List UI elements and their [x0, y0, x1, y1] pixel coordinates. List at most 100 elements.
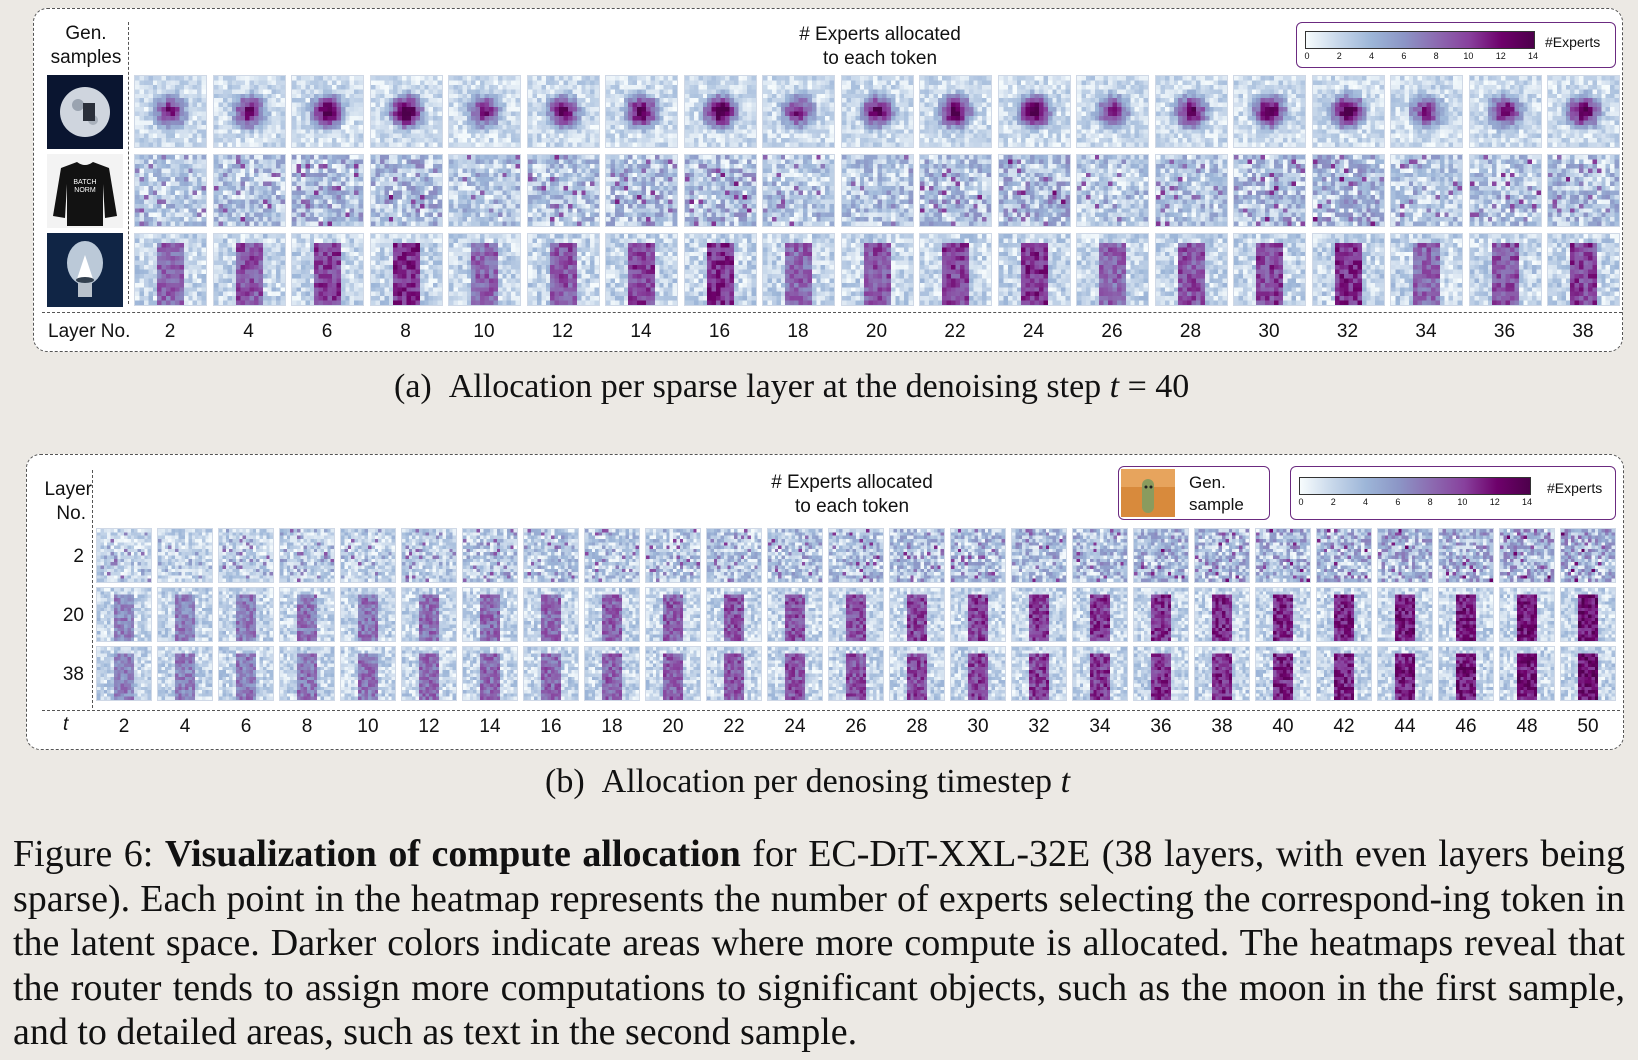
colorbar-title: #Experts	[1545, 34, 1600, 50]
heatmap-cell	[1390, 154, 1463, 227]
layer-tick: 18	[778, 320, 818, 344]
heatmap-cell	[1076, 233, 1149, 306]
heatmap-cell	[291, 154, 364, 227]
heatmap-cell	[340, 587, 396, 642]
heatmap-cell	[1377, 646, 1433, 701]
heatmap-cell	[950, 646, 1006, 701]
heatmap-cell	[1390, 75, 1463, 148]
heatmap-cell	[1133, 528, 1189, 583]
heatmap-cell	[369, 75, 443, 148]
heatmap-cell	[762, 75, 835, 148]
colorbar-tick: 8	[1428, 497, 1433, 507]
heatmap-cell	[157, 528, 213, 583]
heatmap-cell	[279, 646, 335, 701]
colorbar-tick: 2	[1331, 497, 1336, 507]
timestep-tick: 24	[775, 715, 815, 739]
heatmap-cell	[997, 233, 1071, 306]
heatmap-cell	[291, 233, 364, 306]
timestep-tick: 22	[714, 715, 754, 739]
layer-tick: 12	[543, 320, 583, 344]
heatmap-cell	[1154, 75, 1228, 148]
caption-b-prefix: (b)	[545, 763, 585, 800]
layer-tick: 16	[700, 320, 740, 344]
sample-lightbulb-image	[47, 233, 123, 307]
colorbar-tick: 6	[1395, 497, 1400, 507]
colorbar-tick: 10	[1457, 497, 1467, 507]
heatmap-cell	[526, 233, 600, 306]
figure-label: Figure 6:	[13, 833, 153, 875]
heatmap-cell	[706, 587, 762, 642]
colorbar-tick: 10	[1463, 51, 1473, 61]
timestep-tick: 46	[1446, 715, 1486, 739]
heatmap-cell	[950, 528, 1006, 583]
panel-b-label-divider	[92, 470, 93, 708]
heatmap-cell	[279, 528, 335, 583]
heatmap-cell	[840, 233, 914, 306]
caption-a: (a) Allocation per sparse layer at the d…	[394, 368, 1189, 406]
timestep-tick: 2	[104, 715, 144, 739]
row-layer-label: 38	[50, 663, 84, 687]
heatmap-cell	[1233, 233, 1306, 306]
row-layer-label: 2	[50, 545, 84, 569]
heatmap-cell	[919, 154, 992, 227]
timestep-tick: 18	[592, 715, 632, 739]
heatmap-cell	[462, 528, 518, 583]
heatmap-cell	[1154, 233, 1228, 306]
colorbar-tick: 2	[1337, 51, 1342, 61]
layer-tick: 8	[386, 320, 426, 344]
heatmap-cell	[828, 646, 884, 701]
timestep-tick: 12	[409, 715, 449, 739]
colorbar	[1299, 477, 1531, 495]
colorbar-tick: 12	[1490, 497, 1500, 507]
heatmap-cell	[1233, 75, 1306, 148]
heatmap-cell	[401, 646, 457, 701]
heatmap-cell	[1560, 587, 1616, 642]
colorbar	[1305, 31, 1535, 49]
timestep-tick: 38	[1202, 715, 1242, 739]
heatmap-cell	[134, 75, 207, 148]
colorbar-tick: 6	[1401, 51, 1406, 61]
heatmap-cell	[645, 587, 701, 642]
heatmap-cell	[828, 528, 884, 583]
timestep-tick: 26	[836, 715, 876, 739]
heatmap-cell	[340, 528, 396, 583]
heatmap-cell	[369, 154, 443, 227]
svg-text:BATCH: BATCH	[73, 179, 96, 186]
colorbar-tick: 0	[1304, 51, 1309, 61]
figure-caption-bold: Visualization of compute allocation	[165, 833, 741, 875]
heatmap-cell	[218, 587, 274, 642]
sample-sweater-image: BATCH NORM	[47, 154, 123, 228]
heatmap-cell	[706, 646, 762, 701]
heatmap-cell	[1255, 646, 1311, 701]
heatmap-cell	[448, 233, 521, 306]
heatmap-cell	[1194, 646, 1250, 701]
heatmap-cell	[1072, 646, 1128, 701]
heatmap-cell	[212, 233, 286, 306]
heatmap-cell	[526, 154, 600, 227]
timestep-tick: 28	[897, 715, 937, 739]
heatmap-cell	[401, 528, 457, 583]
heatmap-cell	[683, 233, 757, 306]
heatmap-cell	[919, 75, 992, 148]
figure-caption-for: for EC-D	[741, 833, 897, 875]
heatmap-cell	[96, 528, 152, 583]
heatmap-cell	[1438, 587, 1494, 642]
gen-samples-label: Gen. samples	[40, 22, 132, 70]
heatmap-cell	[828, 587, 884, 642]
figure-caption: Figure 6: Visualization of compute alloc…	[13, 832, 1625, 1055]
caption-b-var: t	[1061, 763, 1070, 800]
heatmap-cell	[1438, 646, 1494, 701]
gen-sample-label-line1: Gen.	[1189, 471, 1226, 495]
panel-a-colorbar-legend: 0 2 4 6 8 10 12 14 #Experts	[1296, 22, 1616, 68]
heatmap-cell	[1311, 75, 1385, 148]
heatmap-cell	[1233, 154, 1306, 227]
heatmap-cell	[762, 154, 835, 227]
heatmap-cell	[1133, 587, 1189, 642]
timestep-tick: 34	[1080, 715, 1120, 739]
gen-sample-label-line2: sample	[1189, 493, 1244, 517]
panel-b-axis-divider	[42, 710, 1620, 711]
panel-b-gen-sample-box: Gen. sample	[1118, 466, 1270, 520]
layer-tick: 28	[1171, 320, 1211, 344]
heatmap-cell	[1194, 528, 1250, 583]
timestep-tick: 36	[1141, 715, 1181, 739]
